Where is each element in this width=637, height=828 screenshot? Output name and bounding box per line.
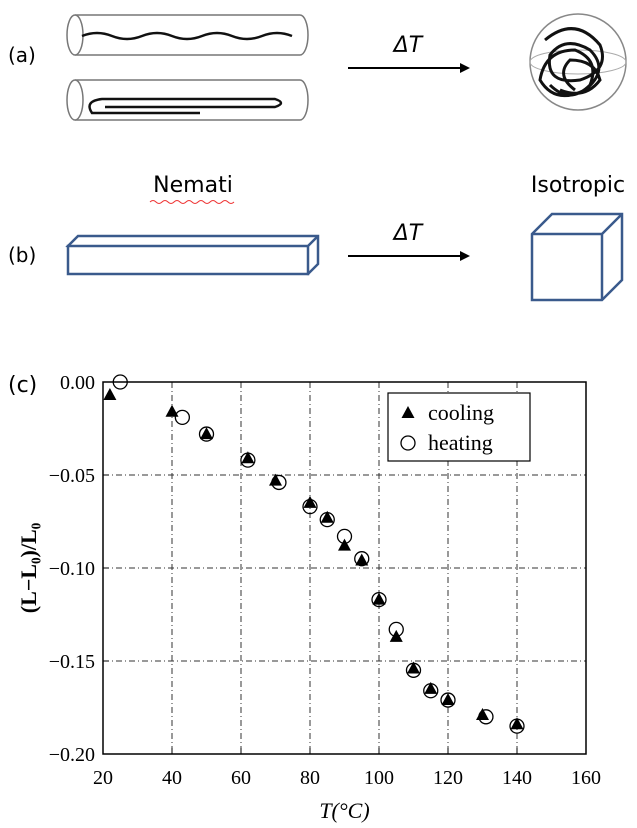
x-tick-label: 160 [571,767,601,789]
triangle-marker [510,717,524,730]
triangle-marker [424,681,438,694]
circle-marker [440,692,456,708]
triangle-marker [401,406,415,418]
x-tick-label: 40 [162,767,182,789]
x-tick-label: 100 [364,767,394,789]
chart: 20 40 60 80 100 120 140 160 0.00 −0.05 −0.10 −0.15 −… [16,372,601,823]
circle-marker [174,409,191,425]
triangle-marker [372,592,386,605]
x-tick-label: 80 [300,767,320,789]
y-tick-label: 0.00 [60,372,95,394]
circle-marker [509,718,525,734]
tube-bottom [66,79,309,121]
circle-marker [388,621,404,638]
y-tick-label: −0.10 [49,558,95,580]
x-axis-label: T(°C) [319,798,369,823]
arrow-head [460,251,470,261]
legend-label: cooling [428,400,494,425]
circle-marker [354,551,370,567]
triangle-marker [241,451,255,464]
circle-marker [371,591,387,608]
circle-marker [319,511,335,528]
triangle-marker [338,538,351,551]
x-tick-label: 120 [433,767,463,789]
arrow-label: ΔT [392,221,424,246]
triangle-marker [303,495,317,508]
plot-frame [102,381,587,755]
x-tick-label: 60 [231,767,251,789]
arrow-head [460,63,470,73]
triangle-marker [407,661,420,674]
circle-marker [478,709,494,725]
caption: Nemati [153,173,233,198]
circle-marker [405,662,422,678]
x-tick-label: 140 [502,767,532,789]
y-tick-label: −0.15 [49,651,95,673]
circle-marker [240,452,256,468]
panel-label: (c) [8,373,37,398]
circle-marker [302,498,318,515]
triangle-marker [355,553,369,566]
circle-marker [112,374,128,390]
circle-marker [336,528,353,545]
coil-sphere [529,13,627,111]
slab [65,234,320,276]
tube-top [66,14,309,56]
triangle-marker [200,427,213,440]
spell-underline [149,200,235,204]
panel-label: (b) [8,243,36,267]
y-axis-label: (L−L₀)/L₀ [16,522,41,613]
circle-marker [198,426,215,442]
triangle-marker [165,404,179,417]
triangle-marker [103,388,117,401]
y-tick-label: −0.05 [49,465,95,487]
triangle-marker [320,510,334,523]
panel-label: (a) [8,43,36,67]
legend-label: heating [428,430,493,455]
arrow-label: ΔT [392,33,424,58]
circle-marker [423,683,439,699]
circle-marker [400,435,416,451]
x-tick-label: 20 [93,767,113,789]
cube [530,212,624,302]
triangle-marker [441,693,455,706]
caption: Isotropic [531,173,625,198]
circle-marker [271,474,287,491]
y-tick-label: −0.20 [49,744,95,766]
